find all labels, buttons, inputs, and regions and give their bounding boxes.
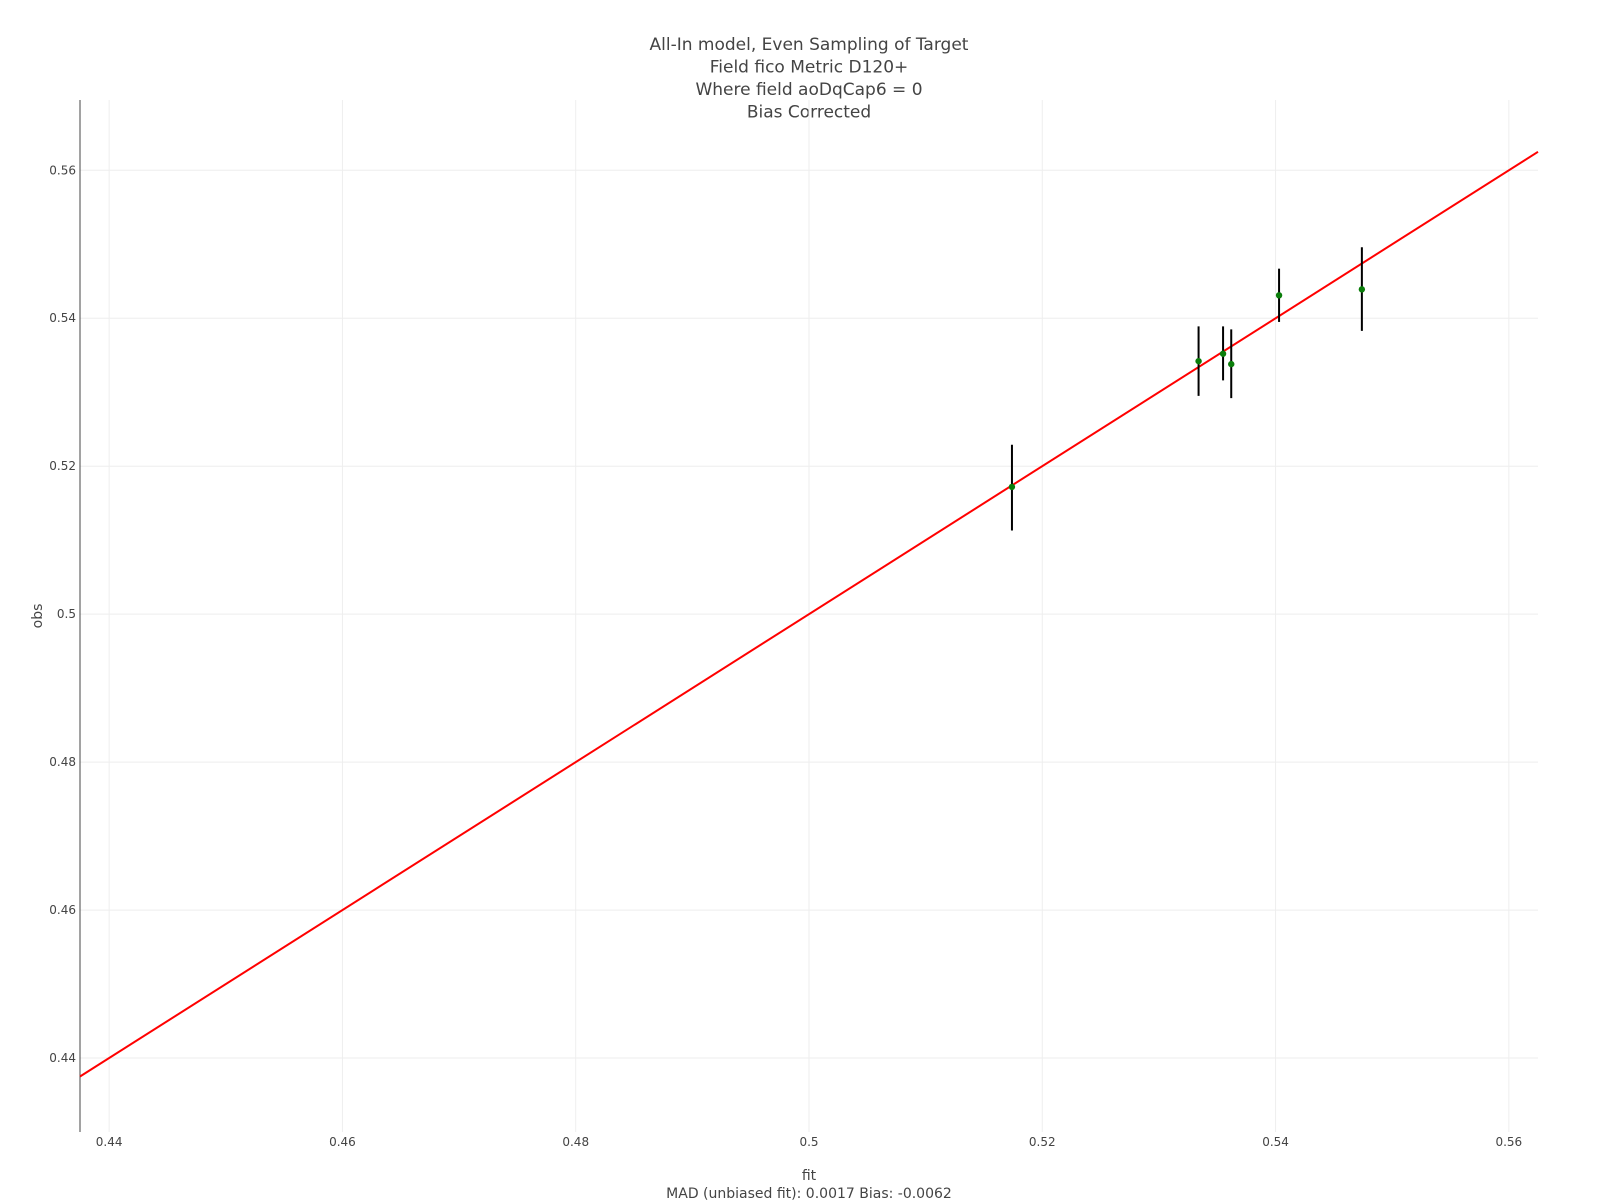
title-line: All-In model, Even Sampling of Target xyxy=(650,35,969,55)
y-tick-label: 0.5 xyxy=(57,607,76,621)
x-tick-label: 0.5 xyxy=(799,1135,818,1149)
data-point xyxy=(1008,483,1016,491)
y-tick-label: 0.44 xyxy=(49,1051,76,1065)
x-axis-subtitle: MAD (unbiased fit): 0.0017 Bias: -0.0062 xyxy=(666,1186,952,1200)
grid xyxy=(80,100,1538,1132)
x-tick-label: 0.56 xyxy=(1495,1135,1522,1149)
data-point xyxy=(1219,350,1227,357)
y-tick-label: 0.56 xyxy=(49,163,76,177)
tick-labels: 0.44 0.46 0.48 0.5 0.52 0.54 0.56 0.44 0.46 0.48 0… xyxy=(49,163,1522,1149)
x-tick-label: 0.48 xyxy=(562,1135,589,1149)
data-point xyxy=(1275,292,1283,299)
reference-line-group xyxy=(79,150,1539,1078)
y-tick-label: 0.48 xyxy=(49,755,76,769)
y-tick-label: 0.46 xyxy=(49,903,76,917)
data-point xyxy=(1358,286,1366,293)
x-tick-label: 0.44 xyxy=(96,1135,123,1149)
title-line: Where field aoDqCap6 = 0 xyxy=(695,80,922,100)
title-line: Field fico Metric D120+ xyxy=(710,58,909,78)
y-axis-label: obs xyxy=(30,604,46,629)
reference-line xyxy=(79,150,1539,1078)
x-tick-label: 0.46 xyxy=(329,1135,356,1149)
y-tick-label: 0.54 xyxy=(49,311,76,325)
x-tick-label: 0.52 xyxy=(1029,1135,1056,1149)
y-tick-label: 0.52 xyxy=(49,459,76,473)
x-axis-label: fit xyxy=(802,1168,817,1184)
data-point xyxy=(1195,357,1202,365)
data-points xyxy=(1008,247,1366,531)
x-tick-label: 0.54 xyxy=(1262,1135,1289,1149)
data-point xyxy=(1228,360,1235,368)
